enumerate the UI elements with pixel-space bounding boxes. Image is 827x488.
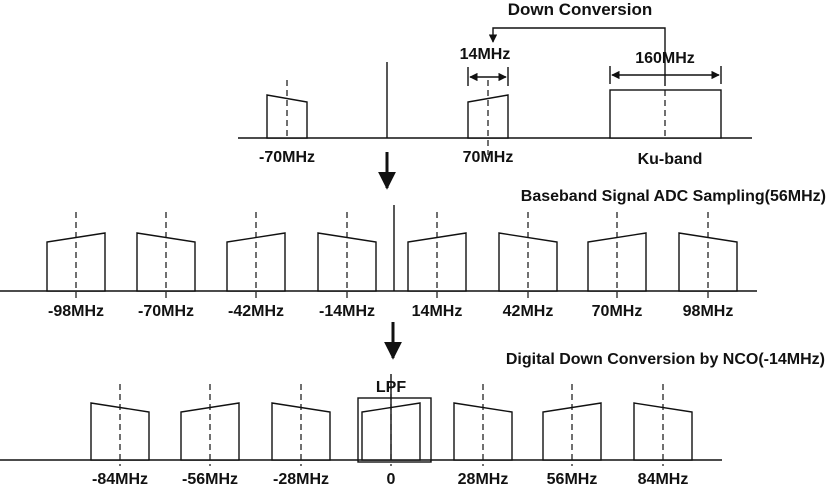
down-conversion-arrow [488, 27, 666, 86]
nco-conversion-panel: Digital Down Conversion by NCO(-14MHz) L… [0, 351, 825, 488]
rf-freq-label: Ku-band [638, 151, 703, 168]
if-bandwidth-label: 14MHz [460, 46, 511, 63]
adc-freq-label: -70MHz [138, 303, 194, 320]
nco-freq-label: 0 [387, 471, 396, 488]
adc-freq-label: 70MHz [592, 303, 643, 320]
nco-spectrum-replica [90, 402, 150, 461]
nco-freq-label: -84MHz [92, 471, 148, 488]
nco-spectrum-replica [453, 402, 513, 461]
rf-spectrum-neg70 [266, 94, 308, 139]
adc-freq-label: 14MHz [412, 303, 463, 320]
nco-freq-label: -28MHz [273, 471, 329, 488]
rf-spectrum-panel: Down Conversion 14MHz 160MHz -70MHz 70MH… [238, 0, 752, 168]
nco-spectra-group [90, 384, 693, 466]
nco-spectrum-replica [633, 402, 693, 461]
nco-labels-group: -84MHz -56MHz -28MHz 0 28MHz 56MHz 84MHz [92, 471, 688, 488]
rf-spectrum-70 [467, 94, 509, 139]
adc-spectra-group [46, 212, 738, 300]
nco-spectrum-replica [180, 402, 240, 461]
nco-freq-label: 28MHz [458, 471, 509, 488]
rf-freq-label: 70MHz [463, 149, 514, 166]
lpf-filter-box [357, 397, 432, 463]
nco-freq-label: 84MHz [638, 471, 689, 488]
adc-freq-label: -42MHz [228, 303, 284, 320]
nco-freq-label: 56MHz [547, 471, 598, 488]
adc-sampling-title: Baseband Signal ADC Sampling(56MHz) [521, 188, 826, 205]
rf-freq-label: -70MHz [259, 149, 315, 166]
adc-freq-label: -98MHz [48, 303, 104, 320]
nco-conversion-title: Digital Down Conversion by NCO(-14MHz) [506, 351, 825, 368]
down-conversion-title: Down Conversion [508, 0, 653, 19]
adc-freq-label: -14MHz [319, 303, 375, 320]
ku-bandwidth-label: 160MHz [635, 50, 695, 67]
adc-labels-group: -98MHz -70MHz -42MHz -14MHz 14MHz 42MHz … [48, 303, 733, 320]
adc-sampling-panel: Baseband Signal ADC Sampling(56MHz) -98M… [0, 188, 826, 320]
adc-freq-label: 42MHz [503, 303, 554, 320]
nco-freq-label: -56MHz [182, 471, 238, 488]
adc-freq-label: 98MHz [683, 303, 734, 320]
nco-spectrum-replica [542, 402, 602, 461]
nco-spectrum-replica [271, 402, 331, 461]
